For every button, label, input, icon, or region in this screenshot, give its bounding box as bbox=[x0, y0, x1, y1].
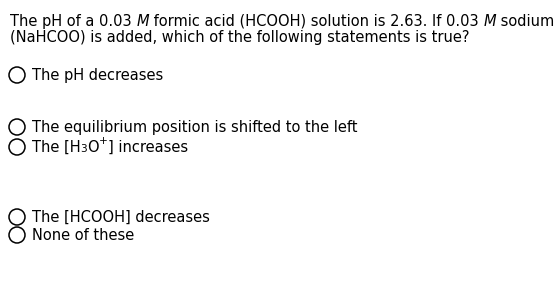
Text: (NaHCOO) is added, which of the following statements is true?: (NaHCOO) is added, which of the followin… bbox=[10, 30, 470, 45]
Text: +: + bbox=[99, 136, 108, 146]
Text: The equilibrium position is shifted to the left: The equilibrium position is shifted to t… bbox=[32, 120, 358, 135]
Text: O: O bbox=[87, 140, 99, 155]
Text: None of these: None of these bbox=[32, 228, 134, 243]
Text: M: M bbox=[483, 14, 496, 29]
Text: M: M bbox=[136, 14, 149, 29]
Text: 3: 3 bbox=[81, 144, 87, 154]
Text: The [HCOOH] decreases: The [HCOOH] decreases bbox=[32, 210, 210, 225]
Text: formic acid (HCOOH) solution is 2.63. If 0.03: formic acid (HCOOH) solution is 2.63. If… bbox=[149, 14, 483, 29]
Text: The pH decreases: The pH decreases bbox=[32, 68, 163, 83]
Text: sodium formate: sodium formate bbox=[496, 14, 557, 29]
Text: The [H: The [H bbox=[32, 140, 81, 155]
Text: ] increases: ] increases bbox=[108, 140, 188, 155]
Text: The pH of a 0.03: The pH of a 0.03 bbox=[10, 14, 136, 29]
